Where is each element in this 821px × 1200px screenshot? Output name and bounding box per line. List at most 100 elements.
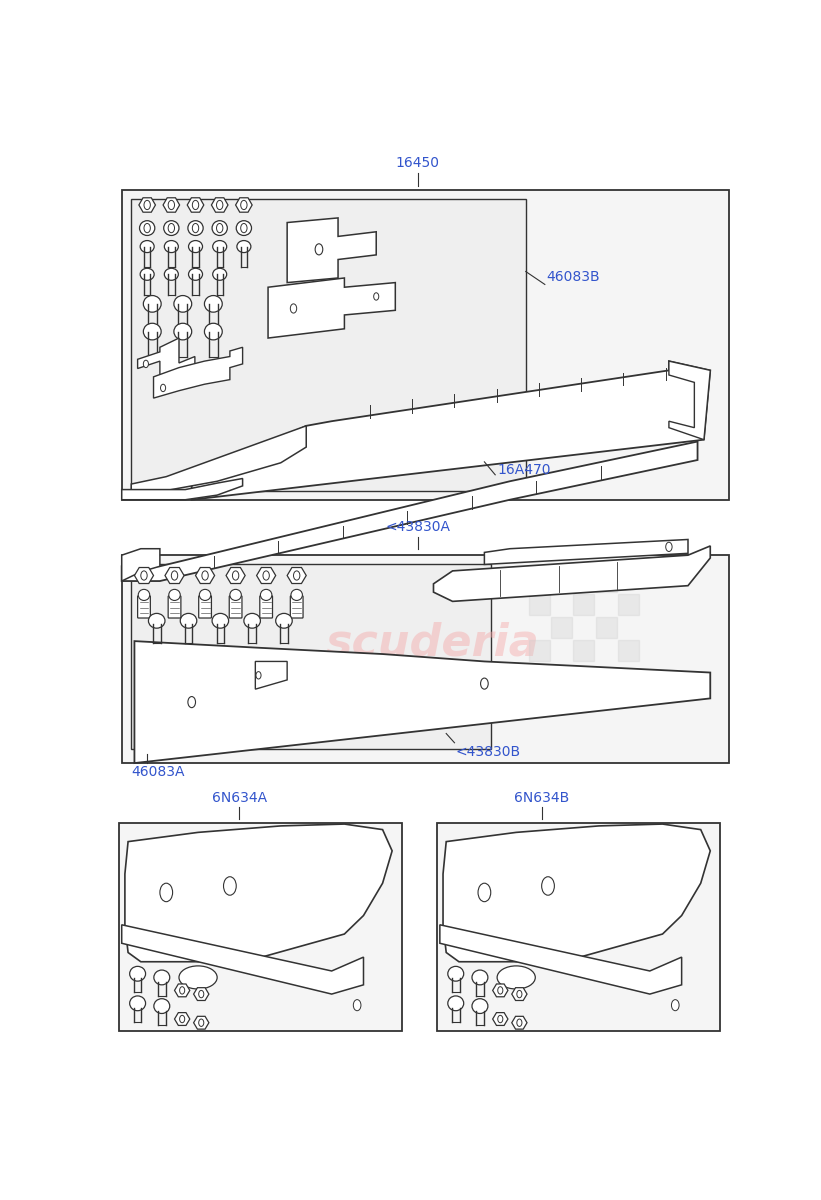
FancyBboxPatch shape (291, 596, 303, 618)
Polygon shape (226, 568, 245, 583)
Bar (131, 199, 525, 491)
Polygon shape (493, 1013, 508, 1026)
Circle shape (217, 200, 222, 210)
Polygon shape (255, 661, 287, 689)
Circle shape (517, 1019, 522, 1026)
Bar (596, 617, 617, 638)
Polygon shape (440, 925, 681, 994)
Polygon shape (194, 1016, 209, 1030)
Ellipse shape (189, 269, 203, 281)
Circle shape (241, 223, 247, 233)
Ellipse shape (130, 996, 145, 1010)
Ellipse shape (163, 221, 179, 235)
Polygon shape (131, 426, 306, 491)
Ellipse shape (149, 613, 165, 628)
Ellipse shape (498, 966, 535, 989)
Bar (551, 571, 572, 592)
Polygon shape (187, 198, 204, 212)
Polygon shape (125, 824, 392, 961)
Ellipse shape (244, 613, 260, 628)
Circle shape (232, 571, 239, 580)
Bar (437, 823, 720, 1031)
Polygon shape (511, 988, 527, 1001)
Circle shape (188, 696, 195, 708)
Bar (118, 823, 401, 1031)
Ellipse shape (212, 221, 227, 235)
Bar (618, 640, 639, 661)
Ellipse shape (179, 966, 218, 989)
Ellipse shape (140, 240, 154, 252)
Bar (618, 594, 639, 616)
Bar (529, 640, 550, 661)
Circle shape (161, 384, 166, 391)
Polygon shape (175, 984, 190, 997)
Ellipse shape (154, 998, 170, 1014)
Circle shape (294, 571, 300, 580)
Ellipse shape (230, 589, 241, 600)
Polygon shape (268, 278, 396, 338)
Polygon shape (287, 218, 376, 282)
Polygon shape (443, 824, 710, 961)
Circle shape (291, 304, 296, 313)
FancyBboxPatch shape (138, 596, 150, 618)
Ellipse shape (169, 589, 181, 600)
Polygon shape (163, 198, 180, 212)
Polygon shape (236, 198, 252, 212)
Bar (131, 564, 491, 749)
Bar (596, 571, 617, 592)
Circle shape (180, 986, 185, 994)
Polygon shape (511, 1016, 527, 1030)
Polygon shape (135, 641, 710, 763)
Ellipse shape (447, 966, 464, 982)
Circle shape (144, 360, 149, 367)
Circle shape (256, 672, 261, 679)
Bar (529, 594, 550, 616)
Circle shape (144, 223, 150, 233)
Circle shape (672, 1000, 679, 1010)
Polygon shape (192, 361, 710, 499)
Polygon shape (212, 198, 228, 212)
Text: scuderia: scuderia (325, 622, 539, 665)
Ellipse shape (204, 295, 222, 312)
Ellipse shape (188, 221, 203, 235)
Polygon shape (669, 361, 710, 439)
Polygon shape (257, 568, 276, 583)
Ellipse shape (174, 323, 192, 340)
FancyBboxPatch shape (168, 596, 181, 618)
Circle shape (141, 571, 147, 580)
Circle shape (478, 883, 491, 901)
Polygon shape (175, 1013, 190, 1026)
Polygon shape (135, 568, 154, 583)
Circle shape (498, 1015, 502, 1022)
Circle shape (353, 1000, 361, 1010)
Ellipse shape (291, 589, 302, 600)
Polygon shape (433, 546, 710, 601)
Bar (551, 617, 572, 638)
Text: 16A470: 16A470 (498, 463, 551, 476)
Circle shape (498, 986, 502, 994)
Ellipse shape (213, 240, 227, 252)
Text: 46083B: 46083B (547, 270, 600, 284)
Ellipse shape (200, 589, 211, 600)
Polygon shape (122, 548, 160, 581)
Circle shape (666, 542, 672, 552)
Polygon shape (122, 925, 364, 994)
Circle shape (217, 223, 222, 233)
FancyBboxPatch shape (199, 596, 212, 618)
Polygon shape (195, 568, 214, 583)
Ellipse shape (130, 966, 145, 982)
Polygon shape (287, 568, 306, 583)
Polygon shape (154, 347, 243, 398)
Circle shape (374, 293, 378, 300)
Ellipse shape (276, 613, 292, 628)
Polygon shape (138, 338, 195, 394)
Ellipse shape (174, 295, 192, 312)
Bar (122, 190, 729, 499)
Ellipse shape (212, 613, 228, 628)
Circle shape (517, 990, 522, 997)
Ellipse shape (472, 970, 488, 985)
Circle shape (199, 1019, 204, 1026)
Ellipse shape (140, 269, 154, 281)
Ellipse shape (144, 323, 161, 340)
Polygon shape (484, 540, 688, 564)
